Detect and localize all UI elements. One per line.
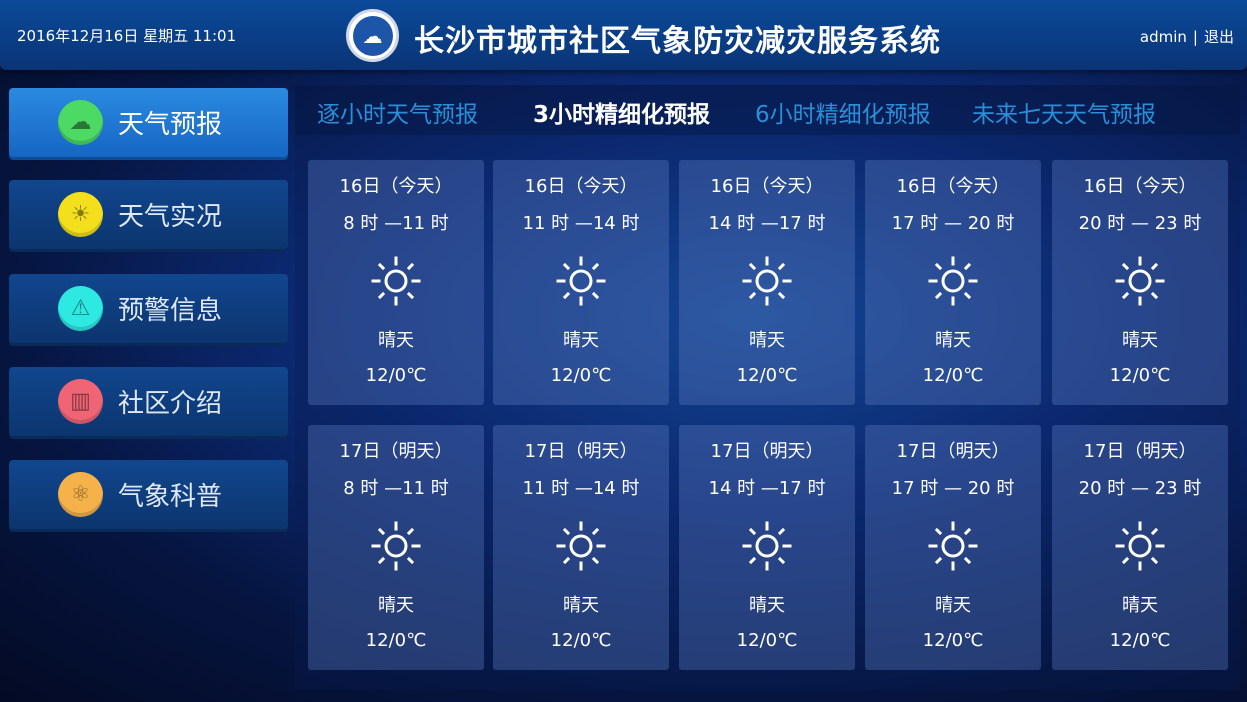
forecast-time-range: 8 时 —11 时 xyxy=(343,213,449,234)
sidebar-item-label: 气象科普 xyxy=(118,482,223,512)
forecast-card: 17日（明天） 14 时 —17 时 晴天 12/0℃ xyxy=(679,425,855,670)
forecast-day: 16日（今天） xyxy=(896,176,1010,197)
forecast-weather: 晴天 xyxy=(563,595,599,616)
sun-icon xyxy=(1114,520,1166,572)
forecast-day: 17日（明天） xyxy=(710,441,824,462)
forecast-time-range: 20 时 — 23 时 xyxy=(1078,213,1202,234)
username[interactable]: admin xyxy=(1139,28,1187,46)
forecast-day: 17日（明天） xyxy=(339,441,453,462)
forecast-time-range: 17 时 — 20 时 xyxy=(891,213,1015,234)
sun-icon xyxy=(555,255,607,307)
forecast-time-range: 11 时 —14 时 xyxy=(522,478,640,499)
cloud-logo-icon: ☁ xyxy=(352,15,393,56)
forecast-weather: 晴天 xyxy=(563,330,599,351)
forecast-temperature: 12/0℃ xyxy=(922,630,984,651)
sun-icon xyxy=(370,255,422,307)
forecast-weather: 晴天 xyxy=(935,330,971,351)
sidebar-item-0[interactable]: ☁ 天气预报 xyxy=(9,88,288,157)
sidebar-item-1[interactable]: ☀ 天气实况 xyxy=(9,180,288,249)
cma-logo: ☁ xyxy=(346,9,399,62)
sun-icon xyxy=(555,520,607,572)
forecast-temperature: 12/0℃ xyxy=(550,365,612,386)
forecast-temperature: 12/0℃ xyxy=(922,365,984,386)
sidebar-item-label: 预警信息 xyxy=(118,296,223,326)
forecast-temperature: 12/0℃ xyxy=(1109,365,1171,386)
forecast-day: 17日（明天） xyxy=(1083,441,1197,462)
forecast-card: 16日（今天） 14 时 —17 时 晴天 12/0℃ xyxy=(679,160,855,405)
forecast-day: 16日（今天） xyxy=(1083,176,1197,197)
logout-link[interactable]: 退出 xyxy=(1203,28,1234,46)
sun-icon xyxy=(927,255,979,307)
forecast-day: 16日（今天） xyxy=(339,176,453,197)
forecast-time-range: 11 时 —14 时 xyxy=(522,213,640,234)
sun-icon xyxy=(741,255,793,307)
forecast-temperature: 12/0℃ xyxy=(736,630,798,651)
forecast-temperature: 12/0℃ xyxy=(736,365,798,386)
forecast-time-range: 14 时 —17 时 xyxy=(708,213,826,234)
main-panel: 逐小时天气预报 3小时精细化预报 6小时精细化预报 未来七天天气预报 16日（今… xyxy=(295,85,1240,690)
separator: | xyxy=(1192,28,1198,46)
tab-7-day[interactable]: 未来七天天气预报 xyxy=(972,102,1156,128)
user-area: admin | 退出 xyxy=(1137,26,1237,47)
tab-6-hour[interactable]: 6小时精细化预报 xyxy=(755,102,931,128)
forecast-weather: 晴天 xyxy=(378,330,414,351)
forecast-temperature: 12/0℃ xyxy=(365,630,427,651)
sun-icon xyxy=(741,520,793,572)
forecast-time-range: 20 时 — 23 时 xyxy=(1078,478,1202,499)
community-icon: ▥ xyxy=(58,379,103,424)
forecast-temperature: 12/0℃ xyxy=(550,630,612,651)
forecast-card: 17日（明天） 17 时 — 20 时 晴天 12/0℃ xyxy=(865,425,1041,670)
forecast-time-range: 14 时 —17 时 xyxy=(708,478,826,499)
tab-3-hour[interactable]: 3小时精细化预报 xyxy=(533,102,711,128)
header: 2016年12月16日 星期五 11:01 ☁ 长沙市城市社区气象防灾减灾服务系… xyxy=(0,0,1247,70)
page-title: 长沙市城市社区气象防灾减灾服务系统 xyxy=(414,24,941,59)
forecast-weather: 晴天 xyxy=(1122,330,1158,351)
forecast-card: 17日（明天） 20 时 — 23 时 晴天 12/0℃ xyxy=(1052,425,1228,670)
forecast-weather: 晴天 xyxy=(749,595,785,616)
forecast-weather: 晴天 xyxy=(378,595,414,616)
forecast-temperature: 12/0℃ xyxy=(1109,630,1171,651)
forecast-time-range: 8 时 —11 时 xyxy=(343,478,449,499)
sidebar-item-label: 天气实况 xyxy=(118,202,223,232)
cloud-sun-icon: ☁ xyxy=(58,100,103,145)
forecast-time-range: 17 时 — 20 时 xyxy=(891,478,1015,499)
forecast-weather: 晴天 xyxy=(749,330,785,351)
forecast-weather: 晴天 xyxy=(935,595,971,616)
forecast-day: 17日（明天） xyxy=(524,441,638,462)
forecast-weather: 晴天 xyxy=(1122,595,1158,616)
sidebar-item-label: 社区介绍 xyxy=(118,389,223,419)
atom-icon: ⚛ xyxy=(58,472,103,517)
forecast-day: 16日（今天） xyxy=(524,176,638,197)
forecast-card: 17日（明天） 8 时 —11 时 晴天 12/0℃ xyxy=(308,425,484,670)
sidebar-item-2[interactable]: ⚠ 预警信息 xyxy=(9,274,288,343)
forecast-day: 17日（明天） xyxy=(896,441,1010,462)
forecast-temperature: 12/0℃ xyxy=(365,365,427,386)
warning-icon: ⚠ xyxy=(58,286,103,331)
sidebar-item-label: 天气预报 xyxy=(118,110,223,140)
datetime: 2016年12月16日 星期五 11:01 xyxy=(17,27,237,45)
forecast-card: 16日（今天） 17 时 — 20 时 晴天 12/0℃ xyxy=(865,160,1041,405)
sun-icon: ☀ xyxy=(58,192,103,237)
forecast-day: 16日（今天） xyxy=(710,176,824,197)
sidebar-item-3[interactable]: ▥ 社区介绍 xyxy=(9,367,288,436)
forecast-card: 16日（今天） 11 时 —14 时 晴天 12/0℃ xyxy=(493,160,669,405)
tab-bar: 逐小时天气预报 3小时精细化预报 6小时精细化预报 未来七天天气预报 xyxy=(295,85,1240,135)
sidebar-item-4[interactable]: ⚛ 气象科普 xyxy=(9,460,288,529)
forecast-card: 17日（明天） 11 时 —14 时 晴天 12/0℃ xyxy=(493,425,669,670)
sun-icon xyxy=(370,520,422,572)
sun-icon xyxy=(927,520,979,572)
sun-icon xyxy=(1114,255,1166,307)
forecast-card: 16日（今天） 20 时 — 23 时 晴天 12/0℃ xyxy=(1052,160,1228,405)
forecast-card: 16日（今天） 8 时 —11 时 晴天 12/0℃ xyxy=(308,160,484,405)
tab-hourly[interactable]: 逐小时天气预报 xyxy=(317,102,478,128)
